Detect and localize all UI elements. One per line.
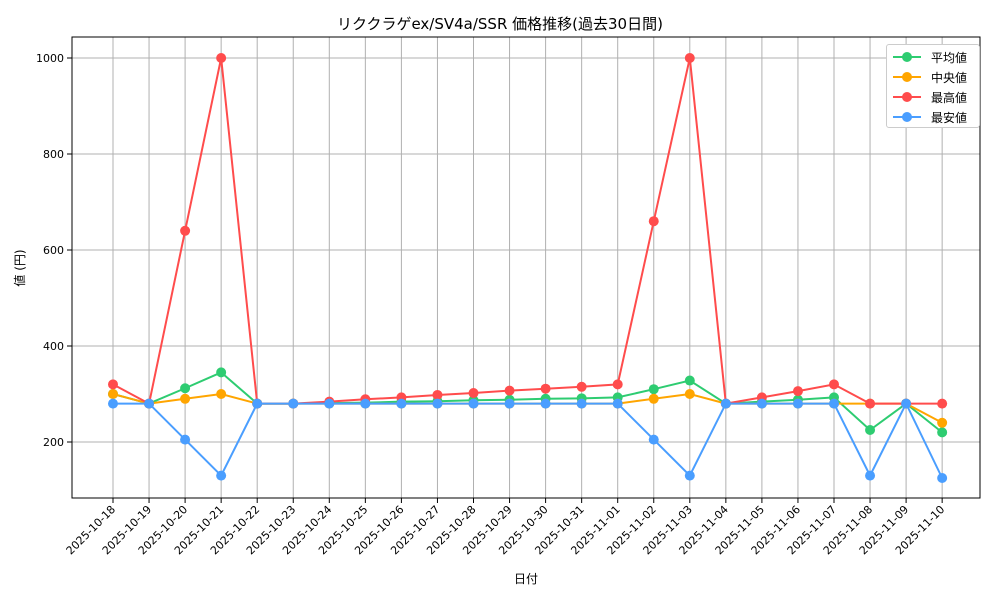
- data-point-marker: [504, 398, 515, 409]
- data-point-marker: [756, 398, 767, 409]
- plot-frame: [71, 36, 981, 499]
- data-point-marker: [324, 398, 335, 409]
- y-axis-ticks: 200 400 600 800 1000: [36, 52, 72, 449]
- data-point-marker: [829, 379, 839, 390]
- series-最高値: [108, 53, 948, 409]
- data-point-marker: [144, 398, 155, 409]
- data-point-marker: [216, 470, 227, 481]
- data-point-marker: [865, 470, 876, 481]
- y-axis-label: 値 (円): [12, 249, 27, 286]
- y-tick-label: 800: [43, 148, 64, 161]
- data-point-marker: [901, 398, 912, 409]
- data-point-marker: [540, 383, 551, 394]
- data-point-marker: [396, 398, 407, 409]
- grid-lines: [72, 37, 980, 498]
- data-point-marker: [648, 393, 659, 404]
- legend-label: 中央値: [931, 71, 968, 85]
- data-point-marker: [432, 398, 443, 409]
- data-point-marker: [937, 473, 948, 483]
- y-tick-label: 200: [43, 436, 64, 449]
- data-point-marker: [468, 398, 479, 409]
- legend-marker-icon: [902, 52, 912, 62]
- data-point-marker: [180, 393, 191, 404]
- y-tick-label: 400: [43, 340, 64, 353]
- data-point-marker: [865, 425, 876, 435]
- legend-marker-icon: [902, 92, 912, 102]
- y-tick-label: 1000: [36, 52, 64, 65]
- legend-marker-icon: [902, 72, 912, 82]
- series-line: [113, 401, 944, 479]
- data-point-marker: [792, 398, 803, 409]
- data-point-marker: [937, 417, 948, 428]
- legend-item-min: 最安値: [887, 107, 979, 127]
- data-point-marker: [108, 389, 118, 399]
- data-point-marker: [216, 53, 227, 63]
- data-point-marker: [576, 381, 587, 392]
- data-point-marker: [937, 427, 948, 438]
- legend-label: 平均値: [931, 51, 968, 65]
- legend-item-average: 平均値: [887, 47, 979, 67]
- data-point-marker: [684, 389, 695, 399]
- data-point-marker: [612, 398, 623, 409]
- data-point-marker: [180, 225, 191, 236]
- data-point-marker: [180, 383, 191, 394]
- data-point-marker: [648, 384, 659, 395]
- data-point-marker: [108, 398, 118, 409]
- data-point-marker: [684, 470, 695, 481]
- data-point-marker: [216, 367, 227, 378]
- x-axis-label: 日付: [514, 572, 538, 586]
- data-point-marker: [288, 398, 299, 409]
- data-point-marker: [648, 434, 659, 445]
- legend-item-max: 最高値: [887, 87, 979, 107]
- series-中央値: [108, 389, 948, 428]
- y-tick-label: 600: [43, 244, 64, 257]
- data-point-marker: [180, 434, 191, 445]
- legend-marker-icon: [902, 112, 912, 122]
- series-最安値: [108, 398, 948, 483]
- series-line: [112, 371, 943, 434]
- data-point-marker: [360, 398, 371, 409]
- data-point-marker: [937, 398, 948, 409]
- legend-label: 最安値: [931, 111, 968, 125]
- chart-title: リククラゲex/SV4a/SSR 価格推移(過去30日間): [337, 15, 663, 33]
- legend-item-median: 中央値: [887, 67, 979, 87]
- data-series: [108, 53, 948, 483]
- data-point-marker: [829, 398, 839, 409]
- data-point-marker: [792, 386, 803, 397]
- data-point-marker: [108, 379, 118, 390]
- data-point-marker: [684, 53, 695, 63]
- data-point-marker: [576, 398, 587, 409]
- series-line: [112, 57, 943, 406]
- series-平均値: [108, 367, 948, 438]
- data-point-marker: [432, 389, 443, 400]
- data-point-marker: [612, 379, 623, 390]
- legend: 平均値 中央値 最高値 最安値: [886, 44, 980, 128]
- data-point-marker: [684, 375, 695, 386]
- x-axis-ticks: 2025-10-182025-10-192025-10-202025-10-21…: [64, 498, 947, 557]
- data-point-marker: [468, 388, 479, 399]
- data-point-marker: [216, 389, 227, 399]
- data-point-marker: [648, 216, 659, 227]
- data-point-marker: [720, 398, 731, 409]
- legend-label: 最高値: [931, 91, 968, 105]
- data-point-marker: [504, 385, 515, 396]
- data-point-marker: [540, 398, 551, 409]
- data-point-marker: [252, 398, 263, 409]
- data-point-marker: [865, 398, 876, 409]
